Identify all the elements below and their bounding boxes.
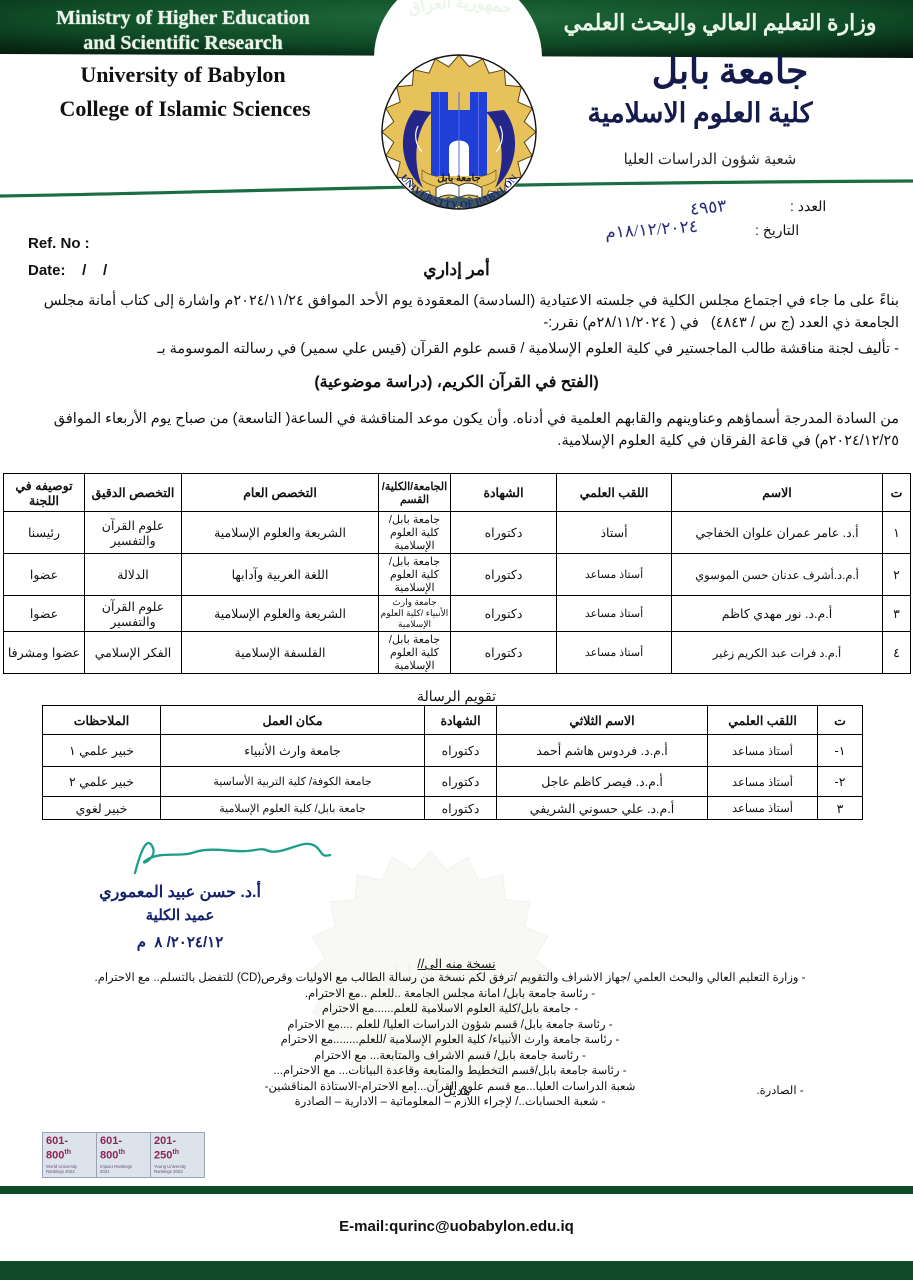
svg-text:جمهورية العراق: جمهورية العراق: [407, 0, 514, 18]
svg-text:جامعة بابل: جامعة بابل: [437, 173, 480, 184]
